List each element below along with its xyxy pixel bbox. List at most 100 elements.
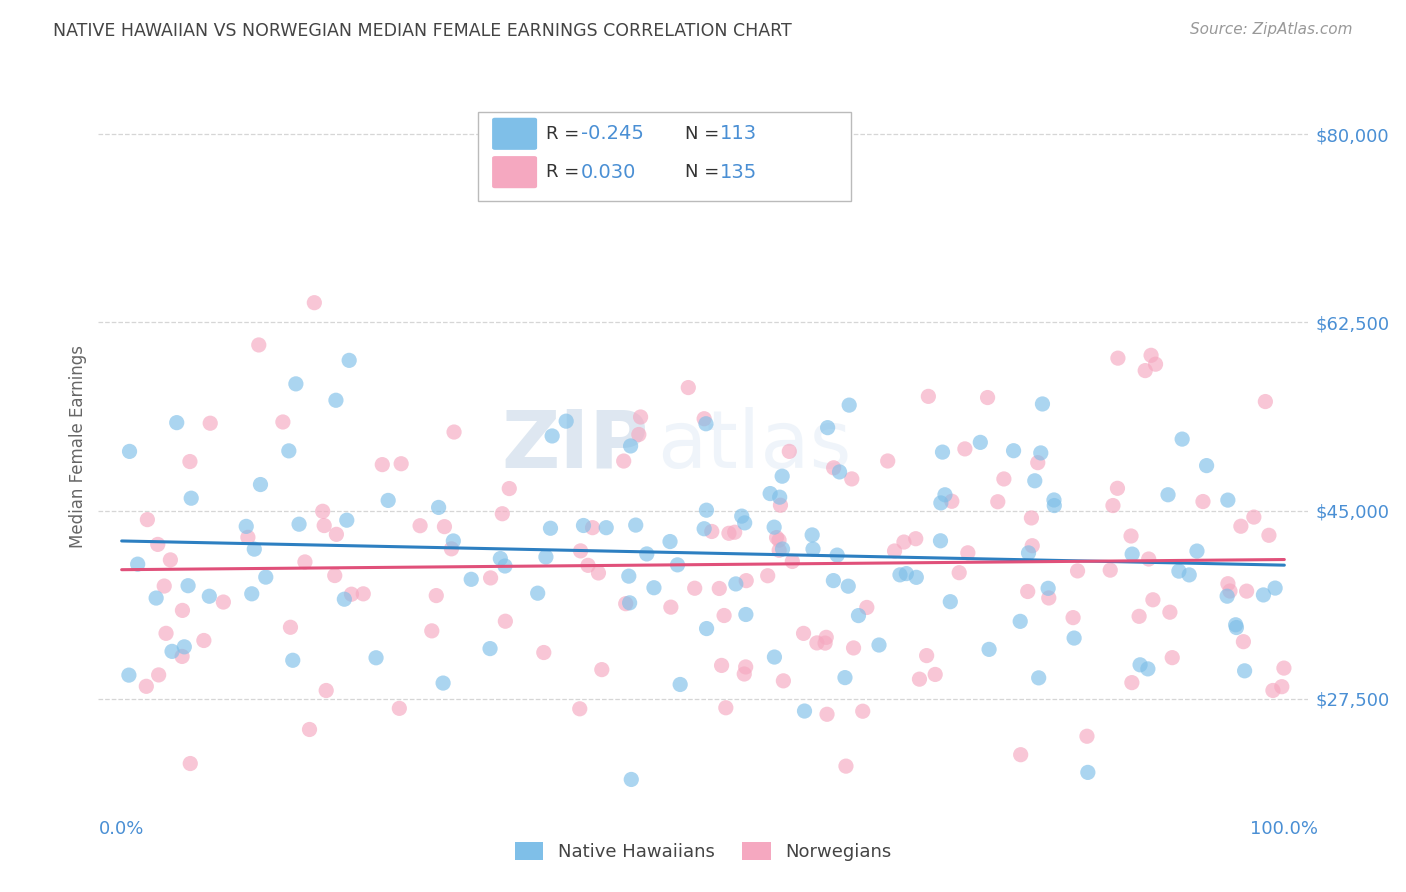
Point: [541, 429, 564, 443]
Point: [1036, 582, 1059, 596]
Point: [939, 595, 962, 609]
Point: [683, 581, 706, 595]
Point: [806, 636, 828, 650]
Point: [145, 591, 167, 605]
Point: [724, 577, 747, 591]
Point: [908, 672, 931, 686]
Point: [823, 574, 845, 588]
Point: [160, 644, 183, 658]
Point: [782, 554, 804, 568]
Point: [177, 579, 200, 593]
Point: [778, 444, 800, 458]
Point: [440, 541, 463, 556]
Point: [271, 415, 294, 429]
Point: [1119, 529, 1142, 543]
Text: N =: N =: [685, 125, 724, 143]
Point: [993, 472, 1015, 486]
Point: [118, 668, 141, 682]
Point: [917, 389, 939, 403]
Point: [1102, 499, 1125, 513]
Point: [325, 527, 347, 541]
Text: R =: R =: [546, 163, 585, 181]
Point: [172, 649, 194, 664]
Point: [1232, 634, 1254, 648]
Point: [733, 667, 755, 681]
Point: [1021, 539, 1043, 553]
Point: [148, 668, 170, 682]
Point: [1236, 584, 1258, 599]
Text: ZIP: ZIP: [502, 407, 648, 485]
Point: [1233, 664, 1256, 678]
Point: [929, 533, 952, 548]
Point: [941, 494, 963, 508]
Point: [801, 542, 824, 557]
Point: [127, 557, 149, 571]
Point: [759, 486, 782, 500]
Point: [614, 597, 637, 611]
Point: [1128, 609, 1150, 624]
Point: [352, 587, 374, 601]
Text: 0.030: 0.030: [581, 162, 636, 182]
Point: [323, 568, 346, 582]
Point: [717, 526, 740, 541]
Point: [1272, 661, 1295, 675]
Point: [1136, 662, 1159, 676]
Point: [312, 504, 335, 518]
Point: [823, 460, 845, 475]
Point: [617, 569, 640, 583]
Point: [814, 636, 837, 650]
Point: [591, 663, 613, 677]
Point: [1216, 493, 1239, 508]
Point: [581, 521, 603, 535]
Point: [977, 642, 1000, 657]
Point: [636, 547, 658, 561]
Point: [842, 640, 865, 655]
Point: [763, 520, 786, 534]
Point: [315, 683, 337, 698]
Point: [1107, 351, 1129, 366]
Point: [235, 519, 257, 533]
Point: [247, 338, 270, 352]
Point: [756, 568, 779, 582]
Point: [294, 555, 316, 569]
Y-axis label: Median Female Earnings: Median Female Earnings: [69, 344, 87, 548]
Point: [613, 454, 636, 468]
Point: [236, 530, 259, 544]
Point: [1076, 729, 1098, 743]
Point: [1021, 511, 1043, 525]
Point: [1142, 592, 1164, 607]
Point: [336, 513, 359, 527]
Text: 113: 113: [720, 124, 756, 144]
Point: [1031, 397, 1053, 411]
Point: [620, 772, 643, 787]
Point: [568, 702, 591, 716]
Point: [377, 493, 399, 508]
Point: [815, 630, 838, 644]
Point: [595, 521, 617, 535]
Point: [243, 542, 266, 557]
Point: [659, 534, 682, 549]
Point: [987, 494, 1010, 508]
Point: [713, 608, 735, 623]
Point: [249, 477, 271, 491]
Point: [769, 498, 792, 512]
Point: [1066, 564, 1088, 578]
Point: [1017, 584, 1039, 599]
Point: [696, 622, 718, 636]
Point: [389, 457, 412, 471]
Point: [172, 603, 194, 617]
Point: [1062, 610, 1084, 624]
Point: [710, 658, 733, 673]
Point: [969, 435, 991, 450]
Point: [409, 518, 432, 533]
Point: [1230, 519, 1253, 533]
Point: [364, 650, 387, 665]
Point: [931, 445, 953, 459]
Point: [619, 596, 641, 610]
Point: [479, 641, 502, 656]
Point: [1219, 584, 1241, 599]
Point: [883, 544, 905, 558]
Point: [678, 380, 700, 394]
Point: [180, 491, 202, 506]
Point: [889, 567, 911, 582]
